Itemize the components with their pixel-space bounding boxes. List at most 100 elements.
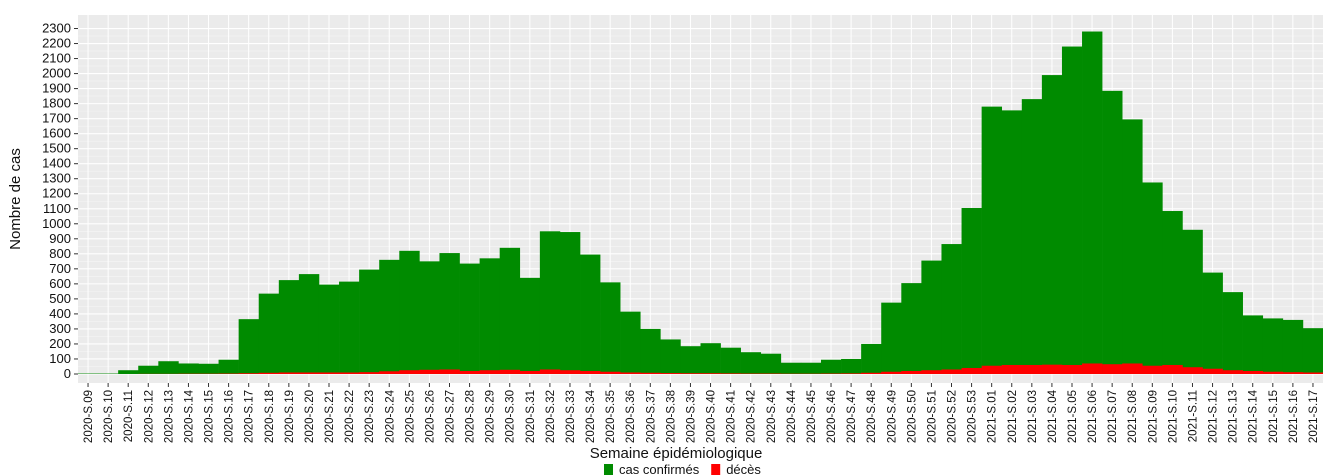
bar xyxy=(620,311,641,374)
x-tick-label: 2020-S.36 xyxy=(625,390,637,443)
y-tick-label: 400 xyxy=(49,306,71,321)
legend-swatch xyxy=(711,464,721,475)
bar xyxy=(519,277,541,374)
bar xyxy=(700,343,721,374)
x-tick-label: 2020-S.17 xyxy=(244,390,256,443)
bar xyxy=(961,367,982,374)
bar xyxy=(881,371,902,374)
bar xyxy=(1061,364,1083,374)
bar xyxy=(941,369,962,374)
x-tick-label: 2020-S.13 xyxy=(163,390,175,443)
x-tick-label: 2020-S.15 xyxy=(204,390,216,443)
bar xyxy=(1242,315,1264,374)
bar xyxy=(479,370,500,374)
bar xyxy=(660,373,681,374)
bar xyxy=(680,346,701,374)
x-tick-label: 2020-S.45 xyxy=(806,390,818,443)
bar xyxy=(881,302,902,374)
y-tick-label: 1100 xyxy=(43,201,71,216)
x-tick-label: 2020-S.50 xyxy=(906,390,918,443)
bar xyxy=(559,370,581,374)
bar xyxy=(841,358,862,374)
x-tick-label: 2021-S.06 xyxy=(1087,390,1099,443)
bar xyxy=(1142,182,1163,374)
bar xyxy=(1001,110,1023,374)
bar xyxy=(138,365,159,374)
x-tick-label: 2020-S.47 xyxy=(846,390,858,443)
x-tick-label: 2021-S.15 xyxy=(1268,390,1280,443)
y-tick-label: 600 xyxy=(49,276,71,291)
bar xyxy=(399,250,420,374)
x-tick-label: 2020-S.43 xyxy=(766,390,778,443)
x-tick-label: 2020-S.49 xyxy=(886,390,898,443)
bar xyxy=(841,373,862,374)
bar xyxy=(379,371,400,374)
bar xyxy=(339,372,360,374)
x-tick-label: 2020-S.22 xyxy=(344,390,356,443)
y-tick-label: 1400 xyxy=(42,156,71,171)
x-tick-label: 2020-S.25 xyxy=(404,390,416,443)
bar xyxy=(339,281,360,374)
x-tick-label: 2021-S.17 xyxy=(1308,390,1320,443)
bar xyxy=(1021,364,1043,374)
y-tick-label: 1800 xyxy=(42,96,71,111)
bar xyxy=(700,373,721,374)
legend-swatch xyxy=(604,464,613,475)
y-tick-label: 500 xyxy=(49,291,71,306)
bar xyxy=(1302,372,1323,374)
y-tick-label: 1200 xyxy=(42,186,71,201)
x-tick-label: 2020-S.42 xyxy=(746,390,758,443)
bar xyxy=(318,372,340,374)
bar xyxy=(1182,367,1203,374)
y-tick-label: 200 xyxy=(49,336,71,351)
bar xyxy=(861,343,882,374)
x-tick-label: 2020-S.10 xyxy=(103,390,115,443)
bar xyxy=(660,339,681,374)
bar xyxy=(459,370,480,374)
bar xyxy=(1082,363,1103,374)
bar xyxy=(1102,364,1123,374)
y-tick-label: 1500 xyxy=(42,141,71,156)
bar xyxy=(1041,364,1063,374)
bar xyxy=(1242,370,1264,374)
bar xyxy=(760,353,782,374)
bar xyxy=(921,370,942,374)
bar xyxy=(720,347,741,374)
bar xyxy=(1122,119,1143,374)
bar xyxy=(359,372,380,374)
x-tick-label: 2021-S.03 xyxy=(1027,390,1039,443)
y-tick-label: 1600 xyxy=(42,126,71,141)
bar xyxy=(1302,328,1323,374)
bar xyxy=(198,363,219,374)
bar xyxy=(901,370,922,374)
bar xyxy=(1262,318,1284,374)
x-tick-label: 2020-S.44 xyxy=(786,389,798,443)
x-tick-label: 2021-S.02 xyxy=(1007,390,1019,443)
y-tick-label: 300 xyxy=(49,321,71,336)
bar xyxy=(539,369,561,374)
y-tick-label: 100 xyxy=(49,351,71,366)
x-tick-label: 2021-S.09 xyxy=(1147,390,1159,443)
bar xyxy=(499,247,521,374)
bar xyxy=(861,372,882,374)
bar xyxy=(178,363,199,374)
bar xyxy=(379,259,400,374)
x-tick-label: 2021-S.14 xyxy=(1248,389,1260,443)
x-tick-label: 2021-S.01 xyxy=(987,390,999,443)
x-tick-label: 2021-S.11 xyxy=(1187,390,1199,442)
x-tick-label: 2020-S.19 xyxy=(284,390,296,443)
bar xyxy=(1142,365,1163,374)
y-tick-label: 1700 xyxy=(42,111,71,126)
bar xyxy=(419,261,440,374)
bar xyxy=(780,362,802,374)
x-tick-label: 2020-S.48 xyxy=(866,390,878,443)
bar xyxy=(580,370,601,374)
y-tick-label: 900 xyxy=(49,231,71,246)
bar xyxy=(1082,31,1103,374)
bar xyxy=(1262,371,1284,374)
bar xyxy=(318,284,340,374)
bar xyxy=(439,253,460,374)
bar xyxy=(901,283,922,374)
x-tick-label: 2020-S.32 xyxy=(545,390,557,443)
bar xyxy=(238,373,260,374)
